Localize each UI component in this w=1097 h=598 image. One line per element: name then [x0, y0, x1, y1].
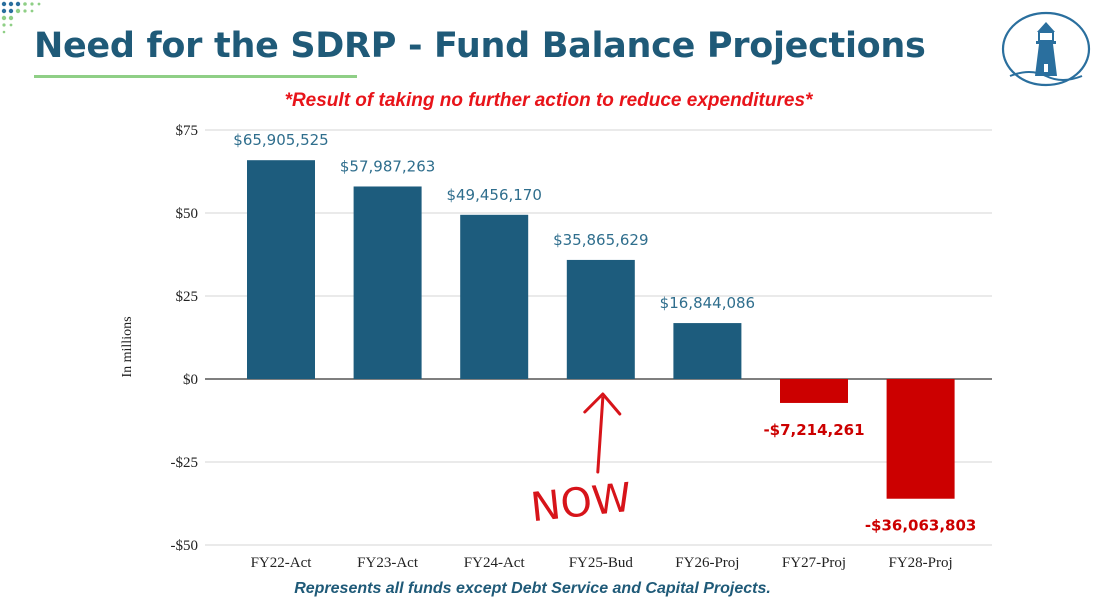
x-tick-label: FY23-Act: [357, 555, 419, 571]
chart-footnote: Represents all funds except Debt Service…: [294, 580, 771, 597]
y-tick-label: $50: [176, 206, 199, 222]
x-tick-label: FY27-Proj: [782, 555, 846, 571]
decorative-dots: [1, 1, 41, 34]
bar-fy23-act: [353, 186, 422, 379]
y-axis-label: In millions: [120, 316, 135, 377]
y-tick-label: $25: [176, 289, 199, 305]
chart-subtitle: *Result of taking no further action to r…: [284, 90, 813, 111]
lighthouse-logo-icon: [1001, 11, 1091, 87]
data-label: $16,844,086: [660, 294, 755, 312]
y-tick-label: $75: [176, 123, 199, 139]
annotation-arrow-head: [583, 392, 622, 416]
bar-fy22-act: [247, 160, 315, 379]
y-tick-label: $0: [183, 372, 198, 388]
bar-fy24-act: [460, 214, 529, 379]
y-tick-label: -$25: [171, 455, 199, 471]
annotation-arrow-shaft: [596, 396, 605, 474]
data-label: $49,456,170: [446, 186, 541, 204]
x-tick-label: FY26-Proj: [675, 555, 739, 571]
now-annotation: NOW: [529, 475, 634, 531]
data-label: -$7,214,261: [763, 421, 864, 439]
data-label: -$36,063,803: [865, 517, 977, 535]
bar-fy25-bud: [566, 259, 635, 379]
bar-fy26-proj: [673, 323, 742, 379]
page-title: Need for the SDRP - Fund Balance Project…: [34, 26, 926, 66]
x-tick-label: FY22-Act: [251, 555, 313, 571]
x-tick-label: FY28-Proj: [889, 555, 953, 571]
y-tick-label: -$50: [171, 538, 199, 554]
data-label: $35,865,629: [553, 231, 648, 249]
title-underline: [34, 75, 357, 78]
x-tick-label: FY24-Act: [464, 555, 526, 571]
x-tick-label: FY25-Bud: [569, 555, 634, 571]
bar-fy27-proj: [780, 379, 848, 403]
bar-fy28-proj: [886, 379, 955, 499]
data-label: $65,905,525: [233, 131, 328, 149]
data-label: $57,987,263: [340, 157, 435, 175]
